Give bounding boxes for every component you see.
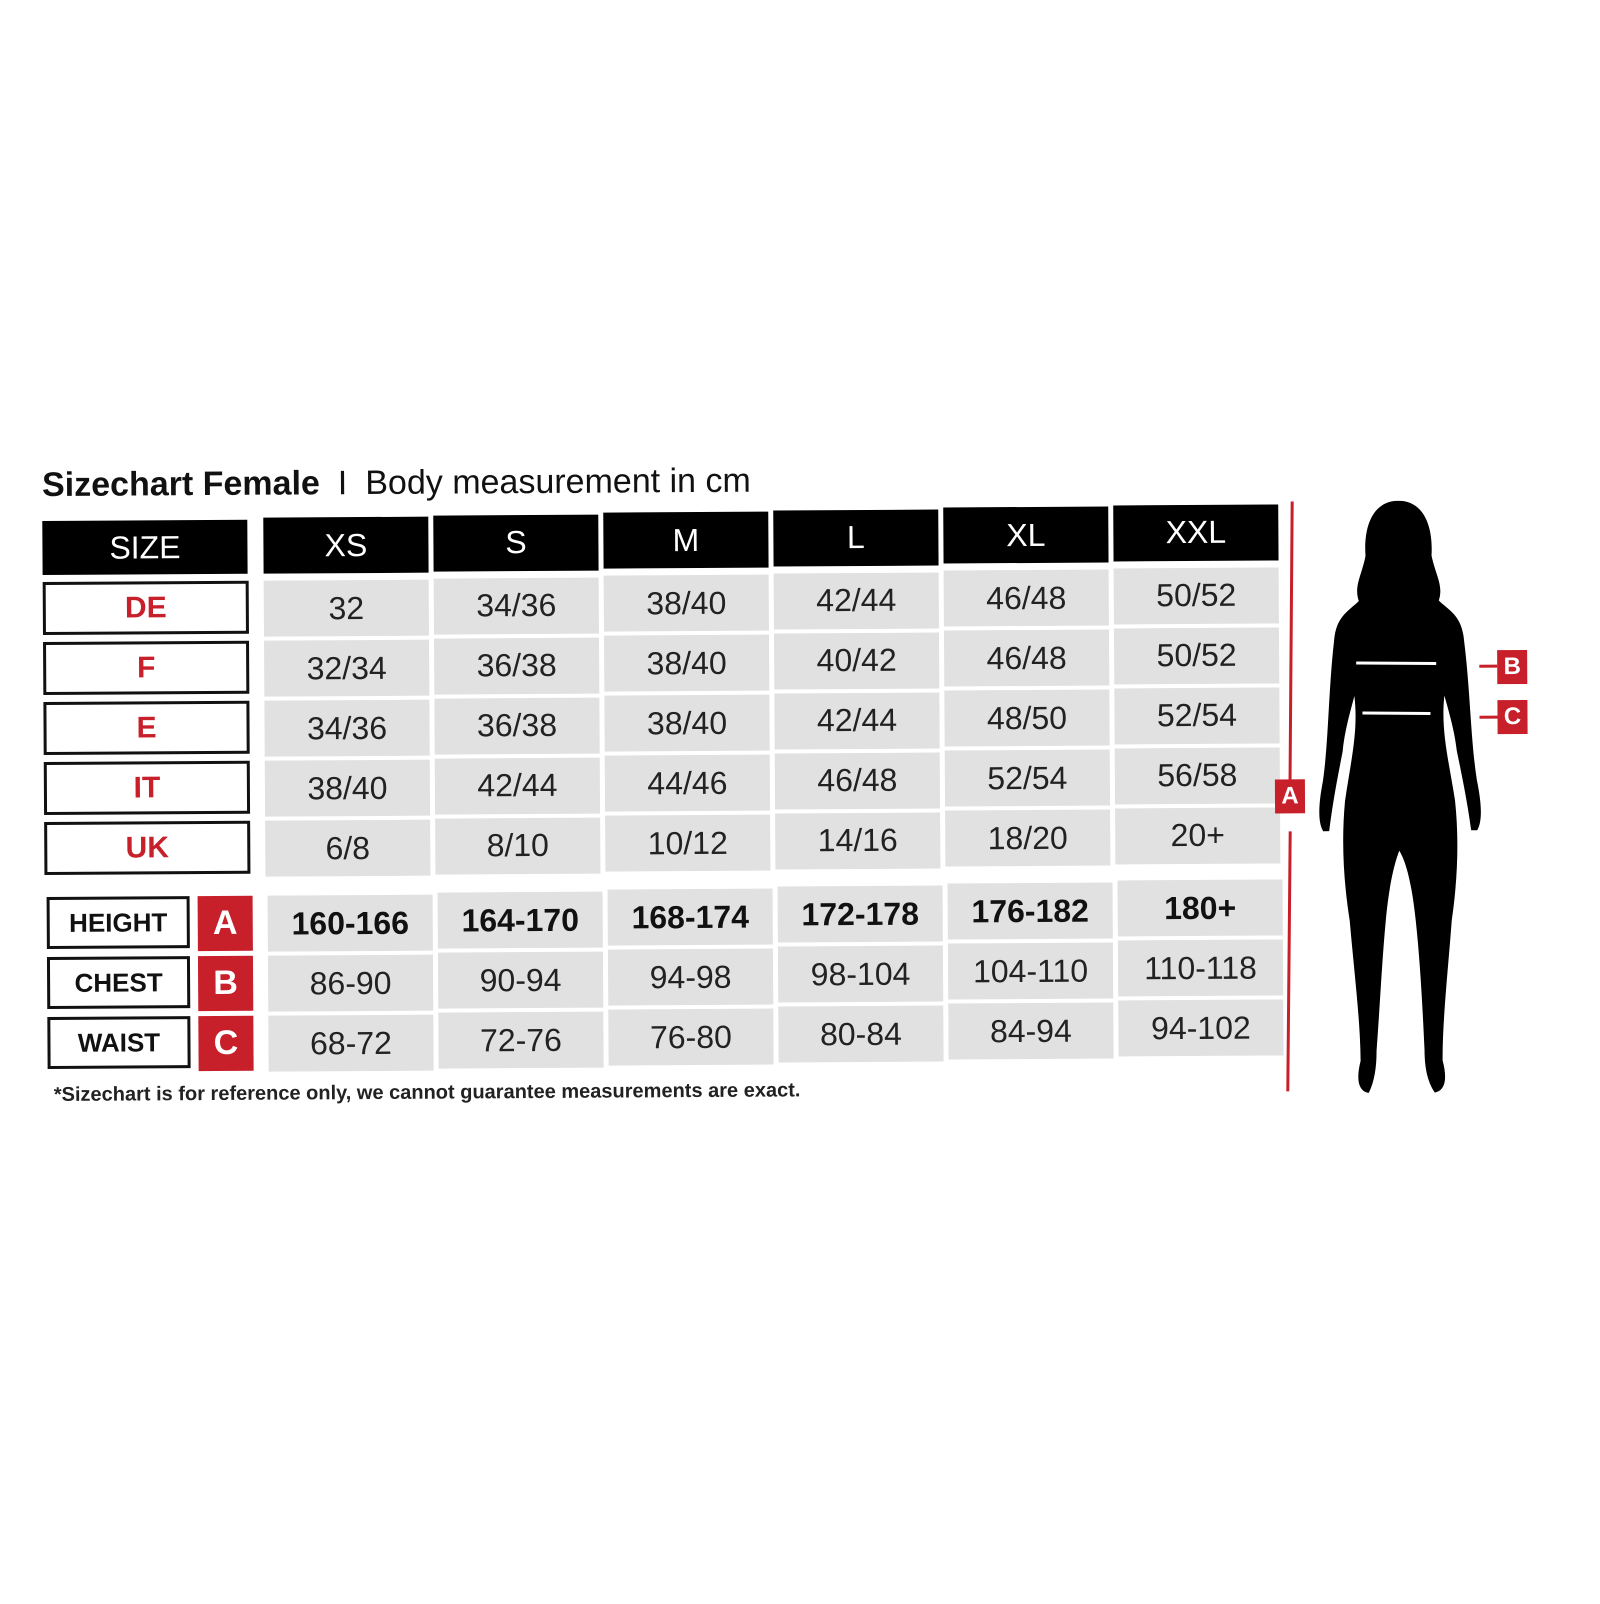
table-cell: 98-104 bbox=[778, 946, 943, 1003]
table-cell: 94-102 bbox=[1118, 999, 1283, 1056]
size-column-s: S bbox=[433, 514, 598, 571]
table-cell: 84-94 bbox=[948, 1002, 1113, 1059]
table-cell: 86-90 bbox=[268, 955, 433, 1012]
size-header: SIZE bbox=[42, 520, 247, 575]
table-cell: 32/34 bbox=[264, 640, 429, 697]
table-cell: 176-182 bbox=[948, 882, 1113, 939]
table-cell: 38/40 bbox=[604, 635, 769, 692]
table-cell: 42/44 bbox=[774, 692, 939, 749]
table-cell: 104-110 bbox=[948, 942, 1113, 999]
table-cell: 180+ bbox=[1117, 879, 1282, 936]
size-column-xxl: XXL bbox=[1113, 504, 1278, 561]
chart-title: Sizechart Female I Body measurement in cm bbox=[42, 462, 751, 505]
size-column-l: L bbox=[773, 509, 938, 566]
row-label-waist: WAIST bbox=[47, 1016, 190, 1069]
table-cell: 48/50 bbox=[944, 689, 1109, 746]
row-label-it: IT bbox=[44, 761, 250, 815]
table-cell: 20+ bbox=[1115, 807, 1280, 864]
measurement-letter-a: A bbox=[198, 896, 253, 951]
measurement-letter-c: C bbox=[198, 1016, 253, 1071]
table-cell: 52/54 bbox=[1114, 687, 1279, 744]
table-cell: 72-76 bbox=[438, 1012, 603, 1069]
female-silhouette-icon bbox=[1313, 500, 1487, 1101]
table-cell: 52/54 bbox=[945, 749, 1110, 806]
table-cell: 46/48 bbox=[775, 752, 940, 809]
table-cell: 36/38 bbox=[434, 697, 599, 754]
table-cell: 42/44 bbox=[774, 572, 939, 629]
table-cell: 42/44 bbox=[435, 757, 600, 814]
table-cell: 94-98 bbox=[608, 949, 773, 1006]
title-subtitle: Body measurement in cm bbox=[365, 462, 751, 502]
table-cell: 68-72 bbox=[268, 1015, 433, 1072]
row-label-chest: CHEST bbox=[47, 956, 190, 1009]
size-column-xs: XS bbox=[263, 517, 428, 574]
table-cell: 80-84 bbox=[778, 1006, 943, 1063]
footnote: *Sizechart is for reference only, we can… bbox=[54, 1079, 801, 1107]
table-cell: 38/40 bbox=[604, 575, 769, 632]
chest-tag: B bbox=[1497, 650, 1527, 684]
row-label-height: HEIGHT bbox=[47, 896, 190, 949]
table-cell: 46/48 bbox=[944, 569, 1109, 626]
table-cell: 110-118 bbox=[1118, 939, 1283, 996]
size-column-m: M bbox=[603, 512, 768, 569]
table-cell: 40/42 bbox=[774, 632, 939, 689]
waist-tag: C bbox=[1497, 700, 1527, 734]
table-cell: 34/36 bbox=[434, 577, 599, 634]
table-cell: 6/8 bbox=[265, 820, 430, 877]
table-cell: 10/12 bbox=[605, 815, 770, 872]
table-cell: 32 bbox=[264, 580, 429, 637]
table-cell: 172-178 bbox=[778, 886, 943, 943]
measurement-letter-b: B bbox=[198, 956, 253, 1011]
table-cell: 34/36 bbox=[264, 700, 429, 757]
height-tag: A bbox=[1275, 779, 1305, 813]
table-cell: 160-166 bbox=[268, 895, 433, 952]
size-column-xl: XL bbox=[943, 507, 1108, 564]
row-label-uk: UK bbox=[44, 821, 250, 875]
table-cell: 90-94 bbox=[438, 952, 603, 1009]
table-cell: 36/38 bbox=[434, 637, 599, 694]
table-cell: 38/40 bbox=[265, 760, 430, 817]
table-cell: 164-170 bbox=[438, 892, 603, 949]
row-label-f: F bbox=[43, 641, 249, 695]
row-label-de: DE bbox=[43, 581, 249, 635]
table-cell: 14/16 bbox=[775, 812, 940, 869]
table-cell: 44/46 bbox=[605, 755, 770, 812]
row-label-e: E bbox=[43, 701, 249, 755]
table-cell: 50/52 bbox=[1114, 627, 1279, 684]
table-cell: 38/40 bbox=[604, 695, 769, 752]
table-cell: 18/20 bbox=[945, 809, 1110, 866]
table-cell: 76-80 bbox=[608, 1009, 773, 1066]
table-cell: 56/58 bbox=[1115, 747, 1280, 804]
table-cell: 46/48 bbox=[944, 629, 1109, 686]
title-bold: Sizechart Female bbox=[42, 464, 320, 504]
title-separator: I bbox=[338, 464, 348, 502]
table-cell: 168-174 bbox=[608, 889, 773, 946]
table-cell: 8/10 bbox=[435, 817, 600, 874]
table-cell: 50/52 bbox=[1114, 567, 1279, 624]
